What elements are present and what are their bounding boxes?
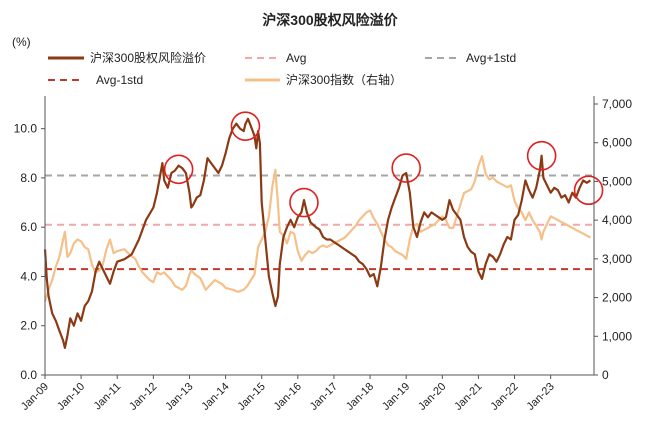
- legend-avg-label: Avg: [286, 51, 306, 65]
- right-tick-label: 4,000: [602, 213, 632, 227]
- index-series: [43, 155, 591, 302]
- left-tick-label: 8.0: [20, 171, 37, 185]
- right-tick-label: 6,000: [602, 136, 632, 150]
- left-axis-unit: (%): [12, 35, 31, 49]
- x-tick-label: Jan-23: [525, 381, 557, 413]
- legend-avg-plus-label: Avg+1std: [466, 51, 516, 65]
- x-tick-label: Jan-21: [452, 381, 484, 413]
- highlight-circle-1: [163, 154, 194, 185]
- left-tick-label: 10.0: [14, 122, 38, 136]
- x-tick-label: Jan-15: [236, 381, 268, 413]
- highlight-circle-5: [526, 140, 557, 171]
- legend-erp-label: 沪深300股权风险溢价: [90, 50, 206, 65]
- right-tick-label: 3,000: [602, 252, 632, 266]
- right-tick-label: 0: [602, 368, 609, 382]
- highlight-circle-2: [230, 111, 261, 141]
- erp-line: [43, 117, 592, 349]
- x-tick-label: Jan-19: [380, 381, 412, 413]
- x-tick-label: Jan-22: [488, 381, 520, 413]
- highlight-circle-6: [573, 175, 604, 206]
- x-tick-label: Jan-18: [344, 381, 376, 413]
- left-tick-label: 4.0: [20, 269, 37, 283]
- right-tick-label: 7,000: [602, 97, 632, 111]
- index-line: [43, 155, 591, 302]
- highlight-circle-4: [391, 153, 421, 183]
- x-tick-label: Jan-10: [55, 381, 87, 413]
- x-tick-label: Jan-12: [127, 381, 159, 413]
- erp-series: [43, 117, 592, 349]
- left-tick-label: 2.0: [20, 319, 37, 333]
- axes: 0.0 2.0 4.0 6.0 8.0 10.0 0 1,000 2,000 3,000 4,000…: [14, 96, 632, 413]
- legend-avg-minus-label: Avg-1std: [96, 73, 143, 87]
- right-tick-label: 5,000: [602, 174, 632, 188]
- legend-index-label: 沪深300指数（右轴）: [286, 72, 402, 87]
- right-tick-label: 2,000: [602, 291, 632, 305]
- chart-title: 沪深300股权风险溢价: [262, 12, 398, 28]
- x-tick-label: Jan-11: [92, 381, 124, 413]
- x-tick-label: Jan-09: [19, 381, 51, 413]
- legend: 沪深300股权风险溢价 Avg Avg+1std Avg-1std 沪深300指…: [48, 50, 516, 87]
- left-tick-label: 0.0: [20, 368, 37, 382]
- right-tick-label: 1,000: [602, 329, 632, 343]
- x-tick-label: Jan-20: [416, 381, 448, 413]
- x-tick-label: Jan-14: [199, 381, 231, 413]
- x-tick-label: Jan-17: [308, 381, 340, 413]
- highlight-circle-3: [289, 187, 319, 218]
- highlight-circles: [163, 111, 604, 218]
- reference-lines: [45, 174, 594, 271]
- x-tick-label: Jan-13: [163, 381, 195, 413]
- left-tick-label: 6.0: [20, 220, 37, 234]
- x-tick-label: Jan-16: [272, 381, 304, 413]
